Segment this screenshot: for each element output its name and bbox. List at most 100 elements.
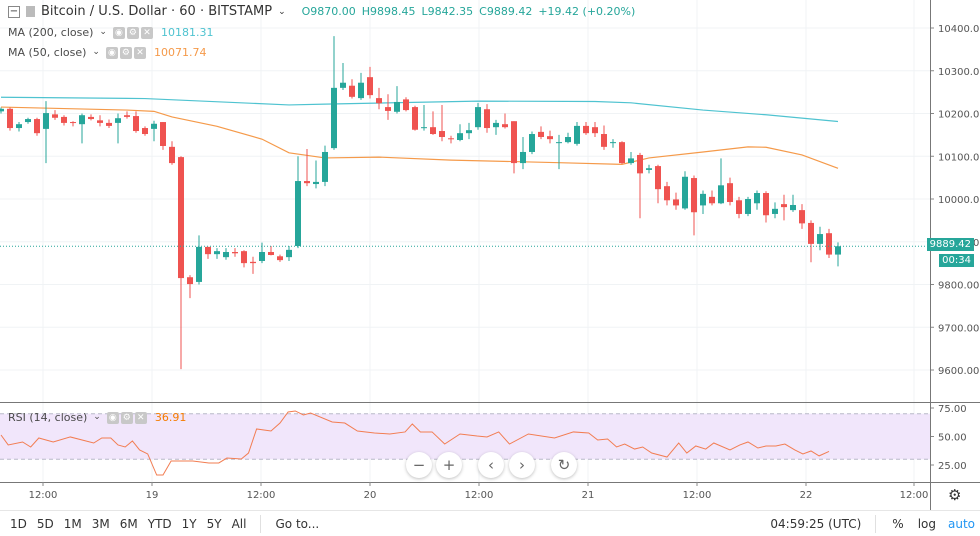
zoom-in-button[interactable]: +: [436, 452, 462, 478]
symbol-title[interactable]: Bitcoin / U.S. Dollar · 60 · BITSTAMP: [41, 4, 273, 19]
candle-body: [367, 77, 373, 96]
candle-body: [691, 178, 697, 213]
price-chart[interactable]: 10400.00 10300.00 10200.00 10100.00 10000.00…: [0, 0, 980, 510]
range-1y[interactable]: 1Y: [181, 516, 197, 531]
candle-body: [502, 124, 508, 128]
time-tick-label: 12:00: [465, 490, 494, 501]
open-value: O9870.00: [301, 5, 356, 18]
low-value: L9842.35: [421, 5, 474, 18]
candle-body: [763, 193, 769, 216]
candle-body: [448, 138, 454, 140]
time-tick-label: 12:00: [900, 490, 929, 501]
eye-icon[interactable]: ◉: [106, 412, 119, 424]
bottom-toolbar: 1D 5D 1M 3M 6M YTD 1Y 5Y All Go to... 04…: [0, 510, 980, 536]
chevron-down-icon[interactable]: ⌄: [99, 27, 107, 37]
price-tick-label: 10400.00: [938, 24, 980, 35]
candle-body: [232, 252, 238, 254]
settings-gear-icon[interactable]: ⚙: [948, 486, 962, 504]
chevron-down-icon[interactable]: ⌄: [92, 47, 100, 57]
eye-icon[interactable]: ◉: [112, 27, 125, 39]
close-icon[interactable]: ✕: [140, 27, 153, 39]
candle-body: [421, 127, 427, 129]
candle-body: [358, 82, 364, 99]
price-tick-label: 9700.00: [938, 323, 979, 334]
range-ytd[interactable]: YTD: [147, 516, 172, 531]
change-value: +19.42 (+0.20%): [538, 5, 636, 18]
settings-icon[interactable]: ⚙: [119, 47, 132, 59]
candle-body: [340, 82, 346, 88]
candle-body: [673, 199, 679, 206]
candle-body: [727, 183, 733, 202]
candle-body: [88, 116, 94, 120]
candle-body: [223, 252, 229, 258]
rsi-value: 36.91: [154, 410, 187, 424]
close-icon[interactable]: ✕: [134, 412, 147, 424]
candle-body: [565, 137, 571, 143]
utc-clock[interactable]: 04:59:25 (UTC): [770, 516, 862, 531]
log-toggle[interactable]: log: [917, 516, 936, 531]
price-tick-label: 9800.00: [938, 281, 979, 292]
candle-body: [511, 121, 517, 164]
candle-body: [430, 127, 436, 135]
candle-body: [286, 249, 292, 258]
candle-body: [7, 108, 13, 129]
candle-body: [457, 133, 463, 141]
goto-button[interactable]: Go to...: [275, 516, 320, 531]
candle-body: [142, 128, 148, 135]
reset-chart-button[interactable]: ↻: [551, 452, 577, 478]
range-5d[interactable]: 5D: [36, 516, 54, 531]
time-tick-label: 12:00: [29, 490, 58, 501]
high-value: H9898.45: [361, 5, 416, 18]
candle-body: [754, 193, 760, 204]
range-all[interactable]: All: [231, 516, 247, 531]
rsi-tick-label: 50.00: [938, 433, 967, 444]
price-tick-label: 9600.00: [938, 366, 979, 377]
candle-body: [34, 119, 40, 134]
candle-body: [160, 122, 166, 146]
range-1d[interactable]: 1D: [10, 516, 27, 531]
candle-body: [349, 85, 355, 97]
close-icon[interactable]: ✕: [133, 47, 146, 59]
candle-body: [313, 181, 319, 185]
candle-body: [601, 134, 607, 147]
ma50-value: 10071.74: [153, 45, 207, 59]
candle-body: [700, 193, 706, 206]
settings-icon[interactable]: ⚙: [126, 27, 139, 39]
candle-body: [268, 252, 274, 256]
percent-toggle[interactable]: %: [892, 516, 904, 531]
rsi-label[interactable]: RSI (14, close): [8, 410, 88, 424]
collapse-icon[interactable]: −: [8, 5, 20, 18]
time-tick-label: 22: [800, 490, 813, 501]
ma200-label[interactable]: MA (200, close): [8, 25, 94, 39]
scroll-left-button[interactable]: ‹: [478, 452, 504, 478]
candle-body: [403, 99, 409, 111]
zoom-out-button[interactable]: −: [406, 452, 432, 478]
auto-toggle[interactable]: auto: [947, 516, 975, 531]
divider: [875, 514, 877, 533]
chevron-down-icon[interactable]: ⌄: [93, 412, 101, 422]
range-6m[interactable]: 6M: [119, 516, 138, 531]
rsi-tick-label: 75.00: [938, 404, 967, 415]
candle-body: [70, 122, 76, 124]
candle-body: [466, 130, 472, 134]
candle-body: [637, 154, 643, 174]
range-5y[interactable]: 5Y: [206, 516, 222, 531]
time-tick-label: 20: [364, 490, 377, 501]
candle-body: [574, 125, 580, 144]
range-3m[interactable]: 3M: [91, 516, 110, 531]
candle-body: [169, 146, 175, 164]
candle-body: [799, 210, 805, 224]
candle-body: [808, 222, 814, 244]
scroll-right-button[interactable]: ›: [509, 452, 535, 478]
candle-body: [97, 120, 103, 123]
chevron-down-icon[interactable]: ⌄: [278, 6, 286, 17]
ma50-line: [0, 106, 839, 169]
close-value: C9889.42: [479, 5, 533, 18]
candle-body: [628, 158, 634, 164]
ma50-label[interactable]: MA (50, close): [8, 45, 87, 59]
settings-icon[interactable]: ⚙: [120, 412, 133, 424]
candle-body: [835, 246, 841, 255]
candle-body: [655, 166, 661, 190]
range-1m[interactable]: 1M: [63, 516, 82, 531]
eye-icon[interactable]: ◉: [105, 47, 118, 59]
